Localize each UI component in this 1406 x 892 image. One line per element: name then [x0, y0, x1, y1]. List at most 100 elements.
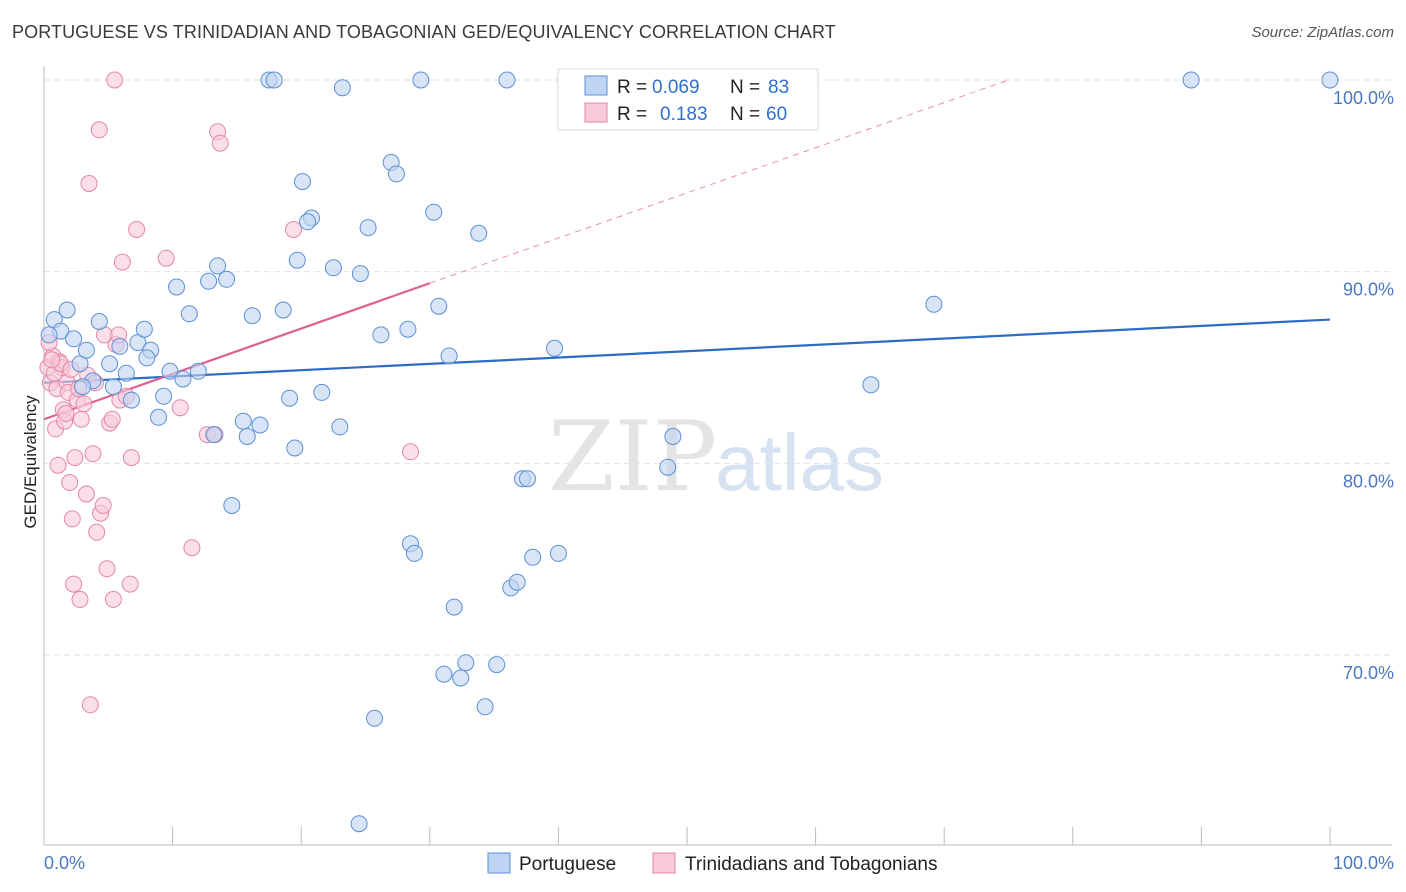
point-portuguese-34: [274, 301, 292, 319]
point-portuguese-75: [925, 295, 943, 313]
point-portuguese-2: [58, 301, 76, 319]
point-portuguese-42: [331, 418, 349, 436]
point-trinidadian-40: [122, 449, 140, 467]
scatter-points: [39, 71, 1339, 833]
point-trinidadian-43: [171, 399, 189, 417]
point-portuguese-71: [549, 544, 567, 562]
chart-title: PORTUGUESE VS TRINIDADIAN AND TOBAGONIAN…: [12, 22, 836, 42]
legend-bottom-label-portuguese: Portuguese: [519, 854, 616, 875]
point-portuguese-72: [659, 458, 677, 476]
point-trinidadian-25: [90, 121, 108, 139]
point-portuguese-56: [435, 665, 453, 683]
point-portuguese-27: [223, 497, 241, 514]
legend-n-value-1: 83: [768, 77, 789, 98]
legend-n-label-1: N =: [730, 77, 760, 98]
point-portuguese-41: [324, 259, 342, 277]
point-portuguese-45: [359, 219, 377, 237]
point-portuguese-26: [218, 270, 236, 288]
point-portuguese-25: [209, 257, 227, 275]
legend-bottom-swatch-trinidadian: [652, 852, 676, 874]
point-trinidadian-42: [157, 249, 175, 267]
legend-n-value-2: 60: [766, 104, 787, 125]
point-trinidadian-41: [128, 221, 146, 238]
point-portuguese-29: [238, 428, 256, 445]
point-portuguese-66: [508, 573, 526, 591]
point-portuguese-3: [65, 330, 83, 348]
point-trinidadian-32: [104, 590, 122, 608]
point-portuguese-16: [150, 408, 167, 426]
point-portuguese-47: [372, 326, 390, 344]
point-portuguese-52: [405, 544, 423, 562]
point-portuguese-19: [168, 278, 185, 296]
point-trinidadian-18: [72, 410, 90, 428]
point-trinidadian-37: [113, 253, 131, 271]
point-portuguese-74: [862, 376, 880, 394]
point-portuguese-43: [333, 79, 351, 97]
point-trinidadian-14: [65, 575, 83, 593]
point-portuguese-18: [161, 362, 179, 380]
legend-bottom-swatch-portuguese: [487, 852, 511, 874]
legend-r-label-1: R =: [617, 77, 647, 98]
point-portuguese-69: [524, 548, 542, 566]
legend-n-label-2: N =: [730, 104, 760, 125]
point-portuguese-82: [299, 213, 317, 231]
point-trinidadian-33: [106, 71, 124, 89]
point-portuguese-21: [180, 305, 198, 323]
legend-r-label-2: R =: [617, 104, 647, 125]
point-portuguese-38: [294, 173, 311, 191]
point-trinidadian-12: [61, 474, 79, 491]
point-portuguese-73: [664, 428, 682, 445]
point-portuguese-35: [281, 389, 299, 407]
point-portuguese-50: [399, 320, 417, 338]
trend-lines: [43, 79, 1331, 421]
point-portuguese-7: [90, 313, 108, 330]
axes: [43, 66, 1392, 846]
source-label: Source: ZipAtlas.com: [1251, 24, 1394, 41]
point-portuguese-17: [155, 387, 173, 405]
y-tick-label-3: 100.0%: [1333, 88, 1394, 108]
point-trinidadian-13: [63, 510, 81, 528]
y-tick-label-2: 90.0%: [1343, 280, 1394, 300]
legend-swatch-pink: [584, 102, 608, 123]
point-trinidadian-44: [183, 539, 201, 557]
point-portuguese-40: [313, 383, 331, 401]
point-trinidadian-31: [103, 410, 121, 428]
point-trinidadian-59: [43, 351, 61, 369]
point-trinidadian-24: [88, 523, 106, 541]
trend-line-portuguese: [43, 318, 1331, 384]
point-portuguese-49: [387, 165, 405, 183]
point-portuguese-44: [351, 265, 369, 283]
point-portuguese-36: [286, 439, 304, 457]
point-trinidadian-5: [49, 456, 67, 474]
point-trinidadian-27: [94, 497, 112, 514]
watermark-atlas: atlas: [715, 418, 884, 507]
point-portuguese-62: [476, 698, 494, 716]
point-portuguese-79: [74, 378, 92, 396]
point-portuguese-76: [1182, 71, 1200, 89]
point-trinidadian-21: [80, 175, 98, 192]
y-tick-label-0: 70.0%: [1343, 663, 1394, 683]
point-portuguese-46: [366, 709, 383, 727]
point-trinidadian-57: [57, 405, 75, 422]
point-portuguese-30: [243, 307, 261, 325]
point-portuguese-55: [430, 297, 448, 315]
gridlines: [44, 79, 1392, 656]
point-trinidadian-39: [121, 575, 139, 593]
point-portuguese-28: [234, 412, 252, 430]
point-portuguese-70: [546, 339, 563, 357]
point-portuguese-20: [174, 370, 192, 388]
point-portuguese-24: [205, 426, 223, 444]
point-portuguese-57: [440, 347, 458, 365]
point-trinidadian-29: [98, 560, 116, 578]
point-portuguese-33: [265, 71, 283, 89]
legend-bottom-label-trinidadian: Trinidadians and Tobagonians: [685, 854, 937, 875]
point-portuguese-10: [111, 337, 129, 355]
point-portuguese-63: [488, 656, 506, 674]
point-portuguese-37: [288, 251, 306, 269]
point-trinidadian-48: [211, 134, 229, 152]
point-trinidadian-22: [81, 696, 99, 714]
legend-r-value-1: 0.069: [652, 77, 700, 98]
point-portuguese-60: [457, 654, 475, 672]
trend-line-trinidadian: [43, 282, 431, 421]
point-portuguese-8: [101, 355, 119, 373]
